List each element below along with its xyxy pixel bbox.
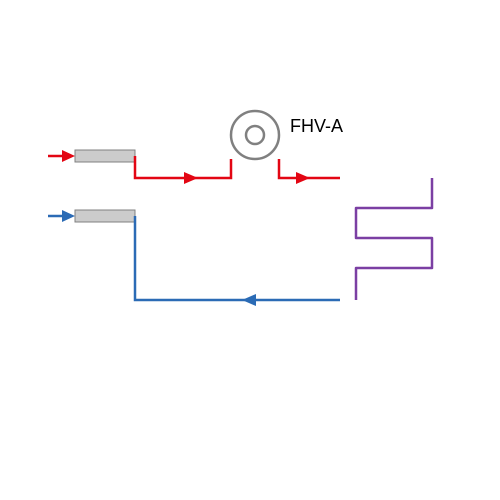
coil-overlay	[0, 0, 500, 500]
